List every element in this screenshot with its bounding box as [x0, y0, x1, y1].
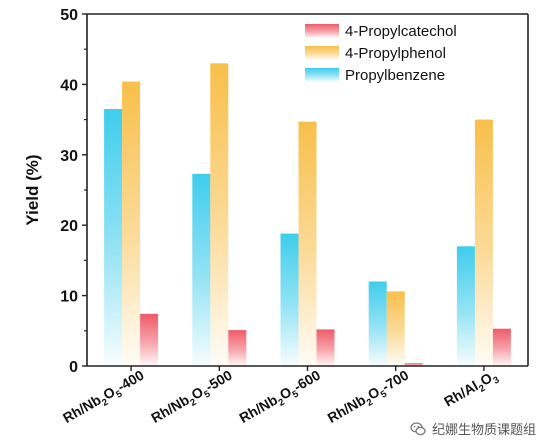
bar-4-propylphenol-2	[210, 63, 229, 367]
bar-propylbenzene-1	[104, 109, 123, 366]
bar-4-propylphenol-4	[386, 291, 405, 366]
y-tick-label-20: 20	[60, 218, 78, 235]
bar-4-propylcatechol-1	[140, 313, 159, 366]
y-tick-label-50: 50	[60, 7, 78, 24]
legend-label-propylbenzene: Propylbenzene	[345, 67, 445, 84]
plot-area	[86, 13, 529, 367]
x-tick-label-3: Rh/Nb2O5-600	[236, 367, 325, 430]
y-tick-label-10: 10	[60, 289, 78, 306]
legend: 4-Propylcatechol 4-Propylphenol Propylbenz…	[305, 23, 457, 84]
y-tick-label-40: 40	[60, 77, 78, 94]
watermark: 纪娜生物质课题组	[410, 419, 536, 438]
wechat-icon	[410, 421, 426, 435]
y-tick-label-0: 0	[69, 359, 78, 376]
bar-4-propylphenol-1	[122, 81, 141, 366]
x-tick-label-4: Rh/Nb2O5-700	[325, 367, 414, 430]
legend-swatch-propylbenzene	[305, 68, 339, 82]
bar-4-propylphenol-3	[298, 121, 317, 366]
legend-swatch-4-propylcatechol	[305, 24, 339, 38]
y-axis-title: Yield (%)	[23, 154, 42, 225]
bar-4-propylcatechol-3	[316, 329, 335, 366]
bar-propylbenzene-4	[368, 281, 387, 366]
x-tick-label-5: Rh/Al2O3	[441, 367, 501, 413]
x-tick-label-1: Rh/Nb2O5-400	[60, 367, 149, 430]
legend-swatch-4-propylphenol	[305, 46, 339, 60]
legend-label-4-propylcatechol: 4-Propylcatechol	[345, 23, 457, 40]
y-tick-label-30: 30	[60, 148, 78, 165]
y-axis: 0 10 20 30 40 50	[60, 7, 87, 376]
bar-4-propylcatechol-4	[404, 363, 423, 366]
bar-propylbenzene-2	[192, 173, 211, 366]
bar-4-propylcatechol-5	[492, 328, 511, 366]
legend-label-4-propylphenol: 4-Propylphenol	[345, 45, 446, 62]
x-tick-label-2: Rh/Nb2O5-500	[148, 367, 237, 430]
bar-4-propylphenol-5	[474, 119, 493, 366]
bar-propylbenzene-5	[456, 246, 475, 366]
bar-propylbenzene-3	[280, 233, 299, 366]
bar-4-propylcatechol-2	[228, 330, 247, 366]
watermark-text: 纪娜生物质课题组	[431, 423, 536, 438]
